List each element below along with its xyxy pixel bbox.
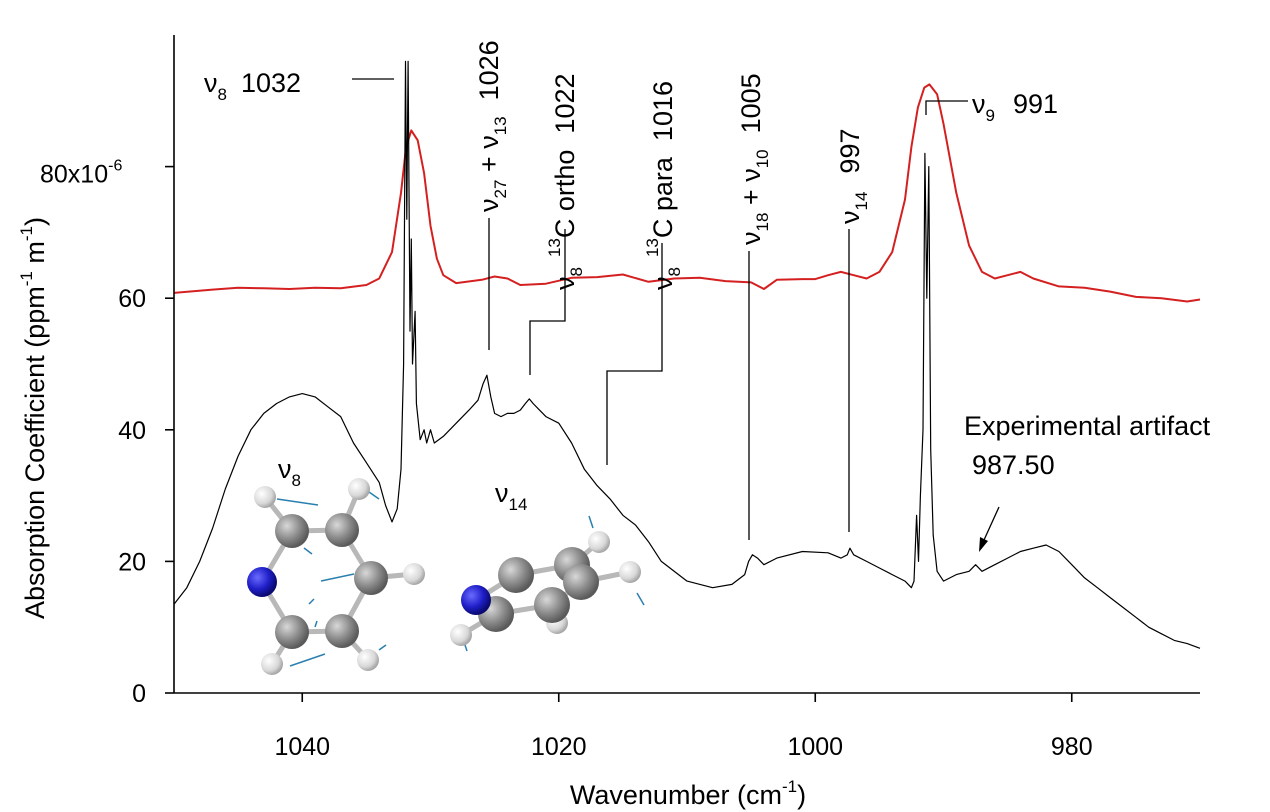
molecule-nu14-illustration — [450, 515, 645, 652]
y-tick-label: 20 — [118, 548, 146, 576]
x-ticks: 1040 1020 1000 980 — [274, 693, 1093, 761]
peak-label-1005: ν18 + ν101005 — [736, 73, 772, 245]
y-ticks: 0 20 40 60 80x10-6 — [40, 158, 174, 708]
x-axis-label: Wavenumber (cm-1) — [570, 777, 806, 810]
y-axis-label: Absorption Coefficient (ppm-1 m-1) — [17, 217, 50, 619]
leader-1016 — [606, 243, 663, 465]
y-tick-label-top: 80x10-6 — [40, 158, 122, 189]
x-tick-label: 1040 — [274, 733, 330, 761]
series-line-black — [173, 60, 1201, 649]
peak-label-1032: ν8 1032 — [204, 68, 301, 104]
x-tick-label: 1000 — [787, 733, 843, 761]
peak-leader-lines — [352, 78, 1000, 541]
series-line-red — [173, 83, 1201, 303]
peak-label-1026: ν27 + ν131026 — [474, 40, 510, 212]
peak-label-1022: ν813C ortho1022 — [545, 73, 586, 290]
y-tick-label: 60 — [118, 285, 146, 313]
molecule-nu8-illustration — [247, 478, 425, 675]
molecule-label-nu14: ν14 — [495, 478, 527, 514]
peak-label-997: ν14997 — [835, 129, 871, 224]
peak-label-1016: ν813C para1016 — [643, 81, 684, 290]
leader-1022 — [529, 229, 566, 375]
artifact-value: 987.50 — [972, 450, 1055, 480]
molecule-label-nu8: ν8 — [278, 454, 301, 490]
x-tick-label: 1020 — [531, 733, 587, 761]
artifact-arrow-head — [979, 537, 988, 552]
axes — [173, 35, 1200, 694]
artifact-arrow-line — [983, 506, 1000, 541]
plot-area — [173, 60, 1201, 649]
y-tick-label: 40 — [118, 417, 146, 445]
peak-label-991: ν9 991 — [972, 89, 1058, 125]
y-tick-label: 0 — [132, 680, 146, 708]
x-tick-label: 980 — [1051, 733, 1093, 761]
artifact-label: Experimental artifact — [964, 411, 1211, 441]
leader-991 — [925, 100, 968, 115]
